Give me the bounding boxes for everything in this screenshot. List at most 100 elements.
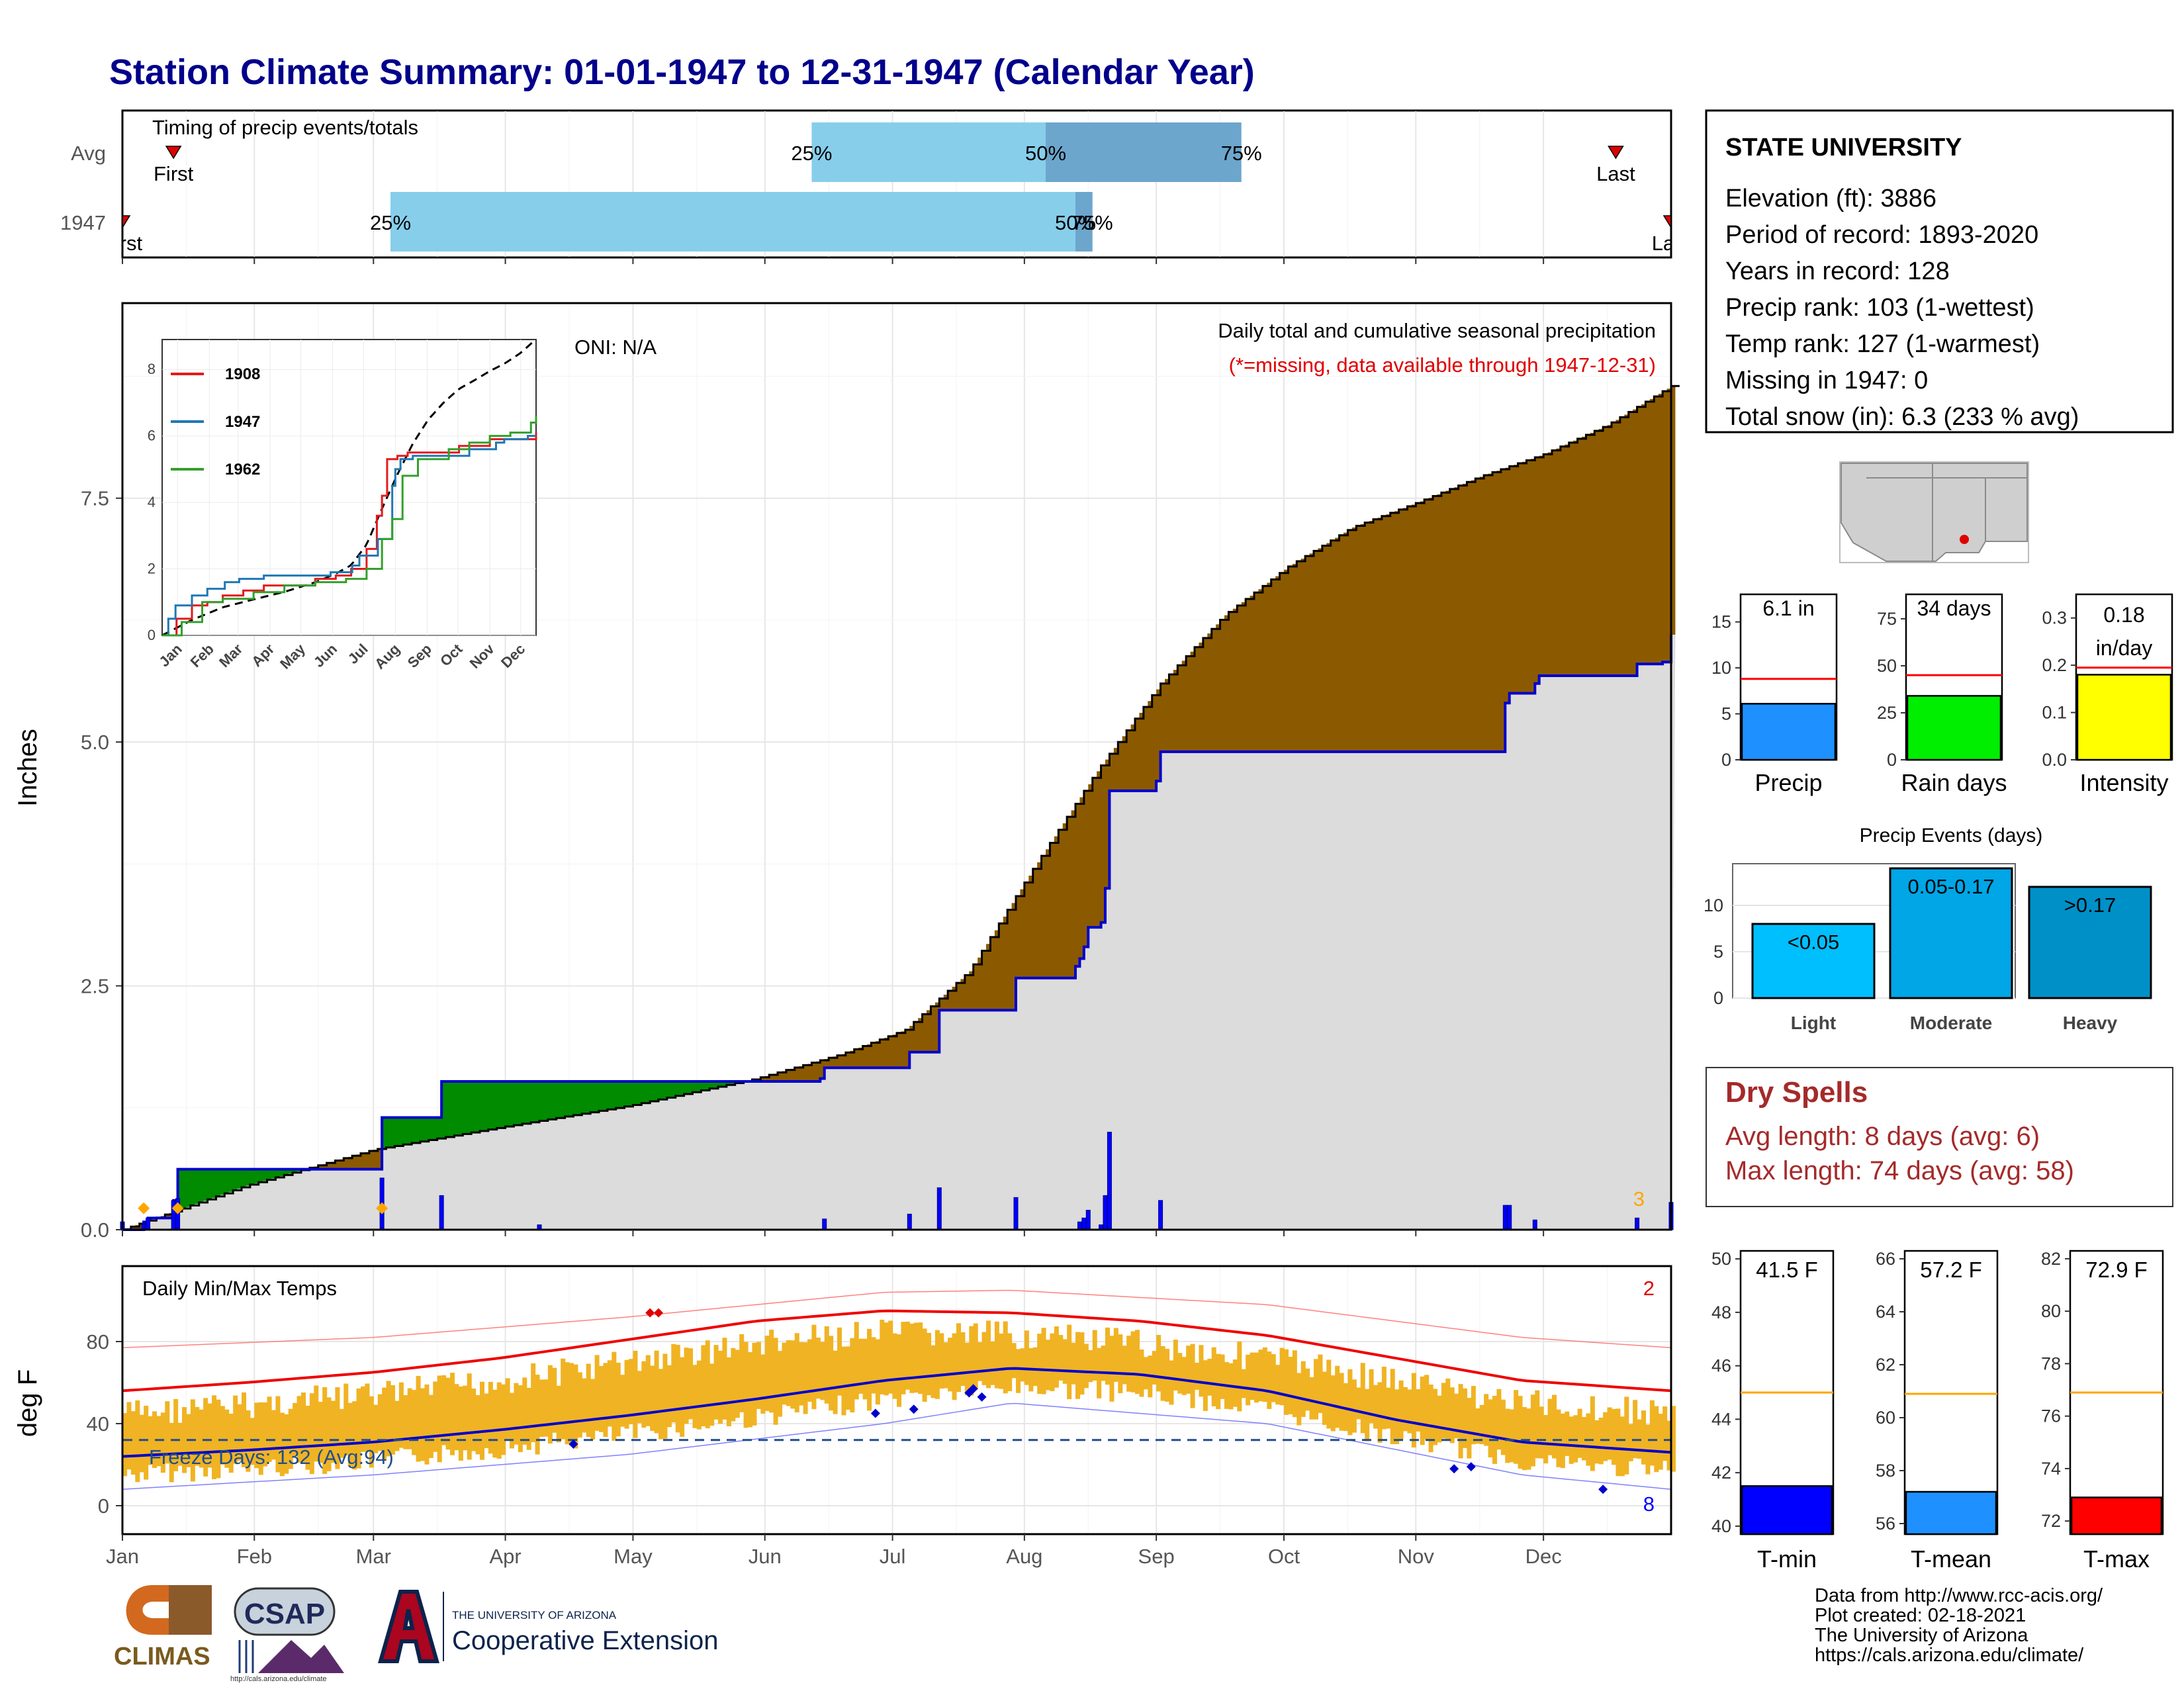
daily-temp-bar <box>480 1381 485 1460</box>
mini-tick-label: 0 <box>1721 750 1731 770</box>
daily-temp-bar <box>1445 1378 1451 1441</box>
daily-temp-bar <box>1615 1408 1621 1477</box>
daily-temp-bar <box>1488 1399 1493 1458</box>
mini-bar-label: Rain days <box>1901 769 2007 796</box>
daily-temp-bar <box>156 1416 161 1467</box>
daily-temp-bar <box>905 1321 910 1390</box>
daily-temp-bar <box>760 1354 766 1414</box>
temp-mini-tick-label: 44 <box>1711 1409 1731 1429</box>
temp-record-marker <box>645 1308 655 1318</box>
daily-temp-bar <box>1594 1420 1600 1464</box>
daily-temp-bar <box>165 1401 170 1464</box>
daily-temp-bar <box>237 1404 242 1461</box>
temp-mini-tick-label: 42 <box>1711 1463 1731 1483</box>
daily-temp-bar <box>858 1338 864 1394</box>
daily-temp-bar <box>1535 1390 1540 1459</box>
temp-mini-tick-label: 56 <box>1876 1514 1895 1533</box>
mini-tick-label: 0.2 <box>2042 655 2067 675</box>
daily-temp-bar <box>1007 1333 1013 1392</box>
daily-temp-bar <box>769 1330 774 1413</box>
logos: CLIMAS CSAP http://cals.arizona.edu/clim… <box>114 1585 718 1683</box>
mini-bar-label: Precip <box>1754 769 1822 796</box>
daily-temp-bar <box>692 1365 698 1428</box>
daily-precip-bar <box>1532 1219 1537 1230</box>
temp-record-marker <box>1598 1485 1608 1494</box>
daily-temp-bar <box>288 1408 293 1469</box>
uarizona-logo: THE UNIVERSITY OF ARIZONA Cooperative Ex… <box>378 1590 718 1663</box>
daily-temp-bar <box>1628 1424 1633 1461</box>
daily-temp-bar <box>1258 1349 1263 1402</box>
daily-temp-bar <box>1190 1344 1195 1408</box>
daily-temp-bar <box>807 1339 813 1402</box>
mini-tick-label: 10 <box>1711 658 1731 678</box>
daily-temp-bar <box>1471 1386 1476 1445</box>
daily-temp-bar <box>999 1333 1004 1389</box>
climas-emblem <box>126 1585 169 1635</box>
timing-marker <box>1662 215 1670 228</box>
daily-temp-bar <box>990 1341 995 1385</box>
dry-spells-title: Dry Spells <box>1725 1076 1868 1109</box>
daily-temp-bar <box>794 1333 799 1413</box>
daily-temp-bar <box>705 1340 710 1429</box>
daily-temp-bar <box>1556 1409 1561 1467</box>
daily-temp-bar <box>862 1338 868 1400</box>
daily-temp-bar <box>1305 1368 1310 1411</box>
daily-temp-bar <box>1088 1349 1093 1383</box>
temp-record-marker <box>870 1408 880 1418</box>
daily-temp-bar <box>1275 1365 1281 1405</box>
daily-temp-bar <box>688 1348 694 1420</box>
daily-temp-bar <box>1241 1369 1246 1398</box>
daily-temp-bar <box>1169 1360 1174 1405</box>
daily-temp-bar <box>748 1351 753 1428</box>
daily-temp-bar <box>1156 1334 1161 1392</box>
daily-temp-bar <box>743 1342 749 1428</box>
daily-temp-bar <box>1314 1359 1319 1420</box>
daily-temp-bar <box>1590 1396 1595 1471</box>
daily-temp-bar <box>416 1376 421 1462</box>
inset-frame <box>161 339 537 636</box>
climas-emblem-band <box>169 1585 212 1635</box>
temp-record-marker <box>1466 1462 1476 1472</box>
daily-temp-bar <box>1573 1415 1578 1463</box>
timing-marker-label: First <box>154 162 194 185</box>
daily-temp-bar <box>1441 1383 1446 1439</box>
daily-temp-bar <box>909 1323 915 1393</box>
daily-temp-bar <box>1309 1377 1314 1420</box>
daily-temp-bar <box>943 1342 948 1389</box>
daily-temp-bar <box>778 1351 783 1417</box>
csap-logo-text: CSAP <box>244 1598 325 1630</box>
temp-mini-tick-label: 62 <box>1876 1355 1895 1375</box>
daily-temp-bar <box>1105 1327 1111 1385</box>
daily-temp-bar <box>1203 1360 1208 1411</box>
uarizona-a-mark <box>378 1590 439 1663</box>
events-bar-label: Moderate <box>1910 1013 1992 1033</box>
csap-mountains <box>258 1640 344 1673</box>
daily-temp-bar <box>246 1410 251 1472</box>
daily-temp-bar <box>1126 1336 1132 1392</box>
month-label: Oct <box>1268 1545 1300 1568</box>
temp-record-marker <box>569 1440 578 1449</box>
events-tick-label: 5 <box>1713 942 1723 962</box>
station-name: STATE UNIVERSITY <box>1725 134 1962 161</box>
daily-temp-bar <box>1130 1331 1136 1393</box>
daily-precip-bar <box>1107 1132 1112 1230</box>
station-period: Period of record: 1893-2020 <box>1725 221 2038 249</box>
daily-temp-bar <box>875 1339 880 1405</box>
daily-temp-bar <box>1547 1398 1553 1455</box>
daily-temp-bar <box>1641 1410 1647 1465</box>
credit-plot-date: Plot created: 02-18-2021 <box>1815 1605 2026 1626</box>
daily-temp-bar <box>837 1327 842 1396</box>
map-states <box>1841 463 2028 562</box>
mini-value-label: in/day <box>2096 636 2152 660</box>
daily-temp-bar <box>948 1338 953 1392</box>
daily-temp-bar <box>756 1342 761 1409</box>
daily-temp-bar <box>782 1342 787 1405</box>
temp-record-marker <box>977 1392 987 1402</box>
temperature-summary-bars: 40 42 44 46 48 50 41.5 F T-min 56 58 60 62 64 66 57.2 … <box>1711 1249 2164 1573</box>
daily-temp-bar <box>296 1396 302 1463</box>
temp-mini-tick-label: 58 <box>1876 1461 1895 1481</box>
credit-data-source: Data from http://www.rcc-acis.org/ <box>1815 1585 2103 1606</box>
daily-temp-bar <box>981 1332 987 1385</box>
